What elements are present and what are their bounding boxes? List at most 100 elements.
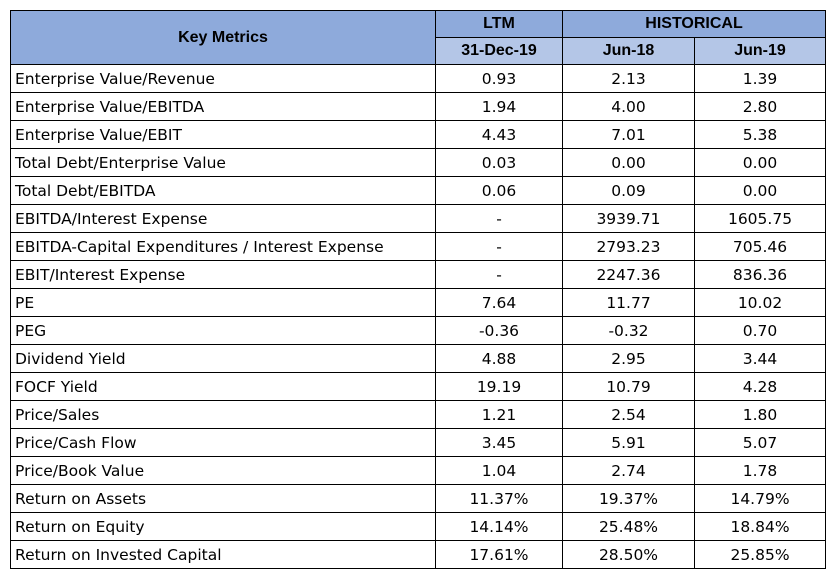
metric-value: 2.74 <box>562 456 695 485</box>
metric-value: 1.94 <box>435 92 563 121</box>
metric-value: 5.38 <box>693 120 827 149</box>
metric-value: 0.70 <box>693 316 827 345</box>
metric-value: - <box>435 204 563 233</box>
table-row: PE 7.64 11.77 10.02 <box>10 288 827 317</box>
table-row: Return on Invested Capital 17.61% 28.50% 25… <box>10 540 827 569</box>
metric-value: 2.54 <box>562 400 695 429</box>
metric-value: 7.01 <box>562 120 695 149</box>
metric-label: Return on Equity <box>10 512 436 541</box>
metric-value: - <box>435 260 563 289</box>
date-header-jun-18: Jun-18 <box>562 37 695 65</box>
metric-label: Total Debt/Enterprise Value <box>10 148 436 177</box>
metric-value: -0.32 <box>562 316 695 345</box>
metric-value: 11.37% <box>435 484 563 513</box>
metric-value: 25.48% <box>562 512 695 541</box>
metric-value: 17.61% <box>435 540 563 569</box>
metric-value: 2793.23 <box>562 232 695 261</box>
metric-label: Dividend Yield <box>10 344 436 373</box>
table-row: Price/Sales 1.21 2.54 1.80 <box>10 400 827 429</box>
metric-value: 1.78 <box>693 456 827 485</box>
metric-value: 10.02 <box>693 288 827 317</box>
metric-label: Price/Book Value <box>10 456 436 485</box>
header-row-dates: 31-Dec-19 Jun-18 Jun-19 <box>11 37 827 65</box>
metric-value: 2247.36 <box>562 260 695 289</box>
metric-value: 4.43 <box>435 120 563 149</box>
metric-value: 4.00 <box>562 92 695 121</box>
metric-value: 2.95 <box>562 344 695 373</box>
ltm-header: LTM <box>435 10 563 38</box>
metric-label: PE <box>10 288 436 317</box>
metric-label: Return on Assets <box>10 484 436 513</box>
metric-value: 0.00 <box>693 148 827 177</box>
metric-value: 11.77 <box>562 288 695 317</box>
metric-value: 28.50% <box>562 540 695 569</box>
table-header: Key Metrics LTM HISTORICAL 31-Dec-19 Jun… <box>10 10 827 65</box>
table-row: Enterprise Value/Revenue 0.93 2.13 1.39 <box>10 64 827 93</box>
metric-label: EBITDA/Interest Expense <box>10 204 436 233</box>
metric-value: 2.13 <box>562 64 695 93</box>
table-row: Return on Equity 14.14% 25.48% 18.84% <box>10 512 827 541</box>
metric-value: 3939.71 <box>562 204 695 233</box>
metric-value: 0.00 <box>562 148 695 177</box>
metric-value: 19.19 <box>435 372 563 401</box>
metric-value: 0.03 <box>435 148 563 177</box>
table-row: Price/Cash Flow 3.45 5.91 5.07 <box>10 428 827 457</box>
table-row: Enterprise Value/EBIT 4.43 7.01 5.38 <box>10 120 827 149</box>
metric-value: 1605.75 <box>693 204 827 233</box>
metric-value: 14.14% <box>435 512 563 541</box>
metric-value: 10.79 <box>562 372 695 401</box>
date-header-ltm: 31-Dec-19 <box>435 37 563 65</box>
table-row: Enterprise Value/EBITDA 1.94 4.00 2.80 <box>10 92 827 121</box>
metric-value: 3.45 <box>435 428 563 457</box>
table-row: EBIT/Interest Expense -2247.36 836.36 <box>10 260 827 289</box>
metric-label: Total Debt/EBITDA <box>10 176 436 205</box>
metric-value: 0.06 <box>435 176 563 205</box>
metric-label: Price/Cash Flow <box>10 428 436 457</box>
metric-value: 1.80 <box>693 400 827 429</box>
metric-label: Return on Invested Capital <box>10 540 436 569</box>
metric-label: Enterprise Value/Revenue <box>10 64 436 93</box>
metric-value: 1.39 <box>693 64 827 93</box>
table-row: EBITDA/Interest Expense -3939.71 1605.75 <box>10 204 827 233</box>
metric-value: 2.80 <box>693 92 827 121</box>
table-row: Return on Assets 11.37% 19.37% 14.79% <box>10 484 827 513</box>
metric-value: 3.44 <box>693 344 827 373</box>
metric-value: 0.00 <box>693 176 827 205</box>
metric-label: Price/Sales <box>10 400 436 429</box>
metric-value: - <box>435 232 563 261</box>
metric-value: 19.37% <box>562 484 695 513</box>
key-metrics-table: Key Metrics LTM HISTORICAL 31-Dec-19 Jun… <box>10 10 827 569</box>
metric-label: FOCF Yield <box>10 372 436 401</box>
metric-label: PEG <box>10 316 436 345</box>
metric-value: 0.93 <box>435 64 563 93</box>
metric-value: 836.36 <box>693 260 827 289</box>
historical-header: HISTORICAL <box>561 10 827 38</box>
date-header-jun-19: Jun-19 <box>693 37 827 65</box>
table-row: EBITDA-Capital Expenditures / Interest E… <box>10 232 827 261</box>
table-row: PEG -0.36 -0.32 0.70 <box>10 316 827 345</box>
metric-value: 0.09 <box>562 176 695 205</box>
table-row: Price/Book Value 1.04 2.74 1.78 <box>10 456 827 485</box>
metric-value: 7.64 <box>435 288 563 317</box>
metric-value: 1.04 <box>435 456 563 485</box>
key-metrics-header: Key Metrics <box>10 10 436 65</box>
header-row-top: Key Metrics LTM HISTORICAL <box>10 10 827 65</box>
metric-label: EBITDA-Capital Expenditures / Interest E… <box>10 232 436 261</box>
metric-value: 25.85% <box>693 540 827 569</box>
metric-value: 18.84% <box>693 512 827 541</box>
table-row: Total Debt/EBITDA 0.06 0.09 0.00 <box>10 176 827 205</box>
metric-value: 14.79% <box>693 484 827 513</box>
metric-value: 5.07 <box>693 428 827 457</box>
table-body: Enterprise Value/Revenue 0.93 2.13 1.39 Ente… <box>10 64 827 569</box>
table-row: Dividend Yield 4.88 2.95 3.44 <box>10 344 827 373</box>
metric-value: 1.21 <box>435 400 563 429</box>
metric-value: 4.28 <box>693 372 827 401</box>
metric-label: Enterprise Value/EBITDA <box>10 92 436 121</box>
table-row: Total Debt/Enterprise Value 0.03 0.00 0.00 <box>10 148 827 177</box>
table-row: FOCF Yield 19.19 10.79 4.28 <box>10 372 827 401</box>
metric-value: 705.46 <box>693 232 827 261</box>
metric-label: EBIT/Interest Expense <box>10 260 436 289</box>
metric-value: 4.88 <box>435 344 563 373</box>
metric-value: 5.91 <box>562 428 695 457</box>
metric-value: -0.36 <box>435 316 563 345</box>
